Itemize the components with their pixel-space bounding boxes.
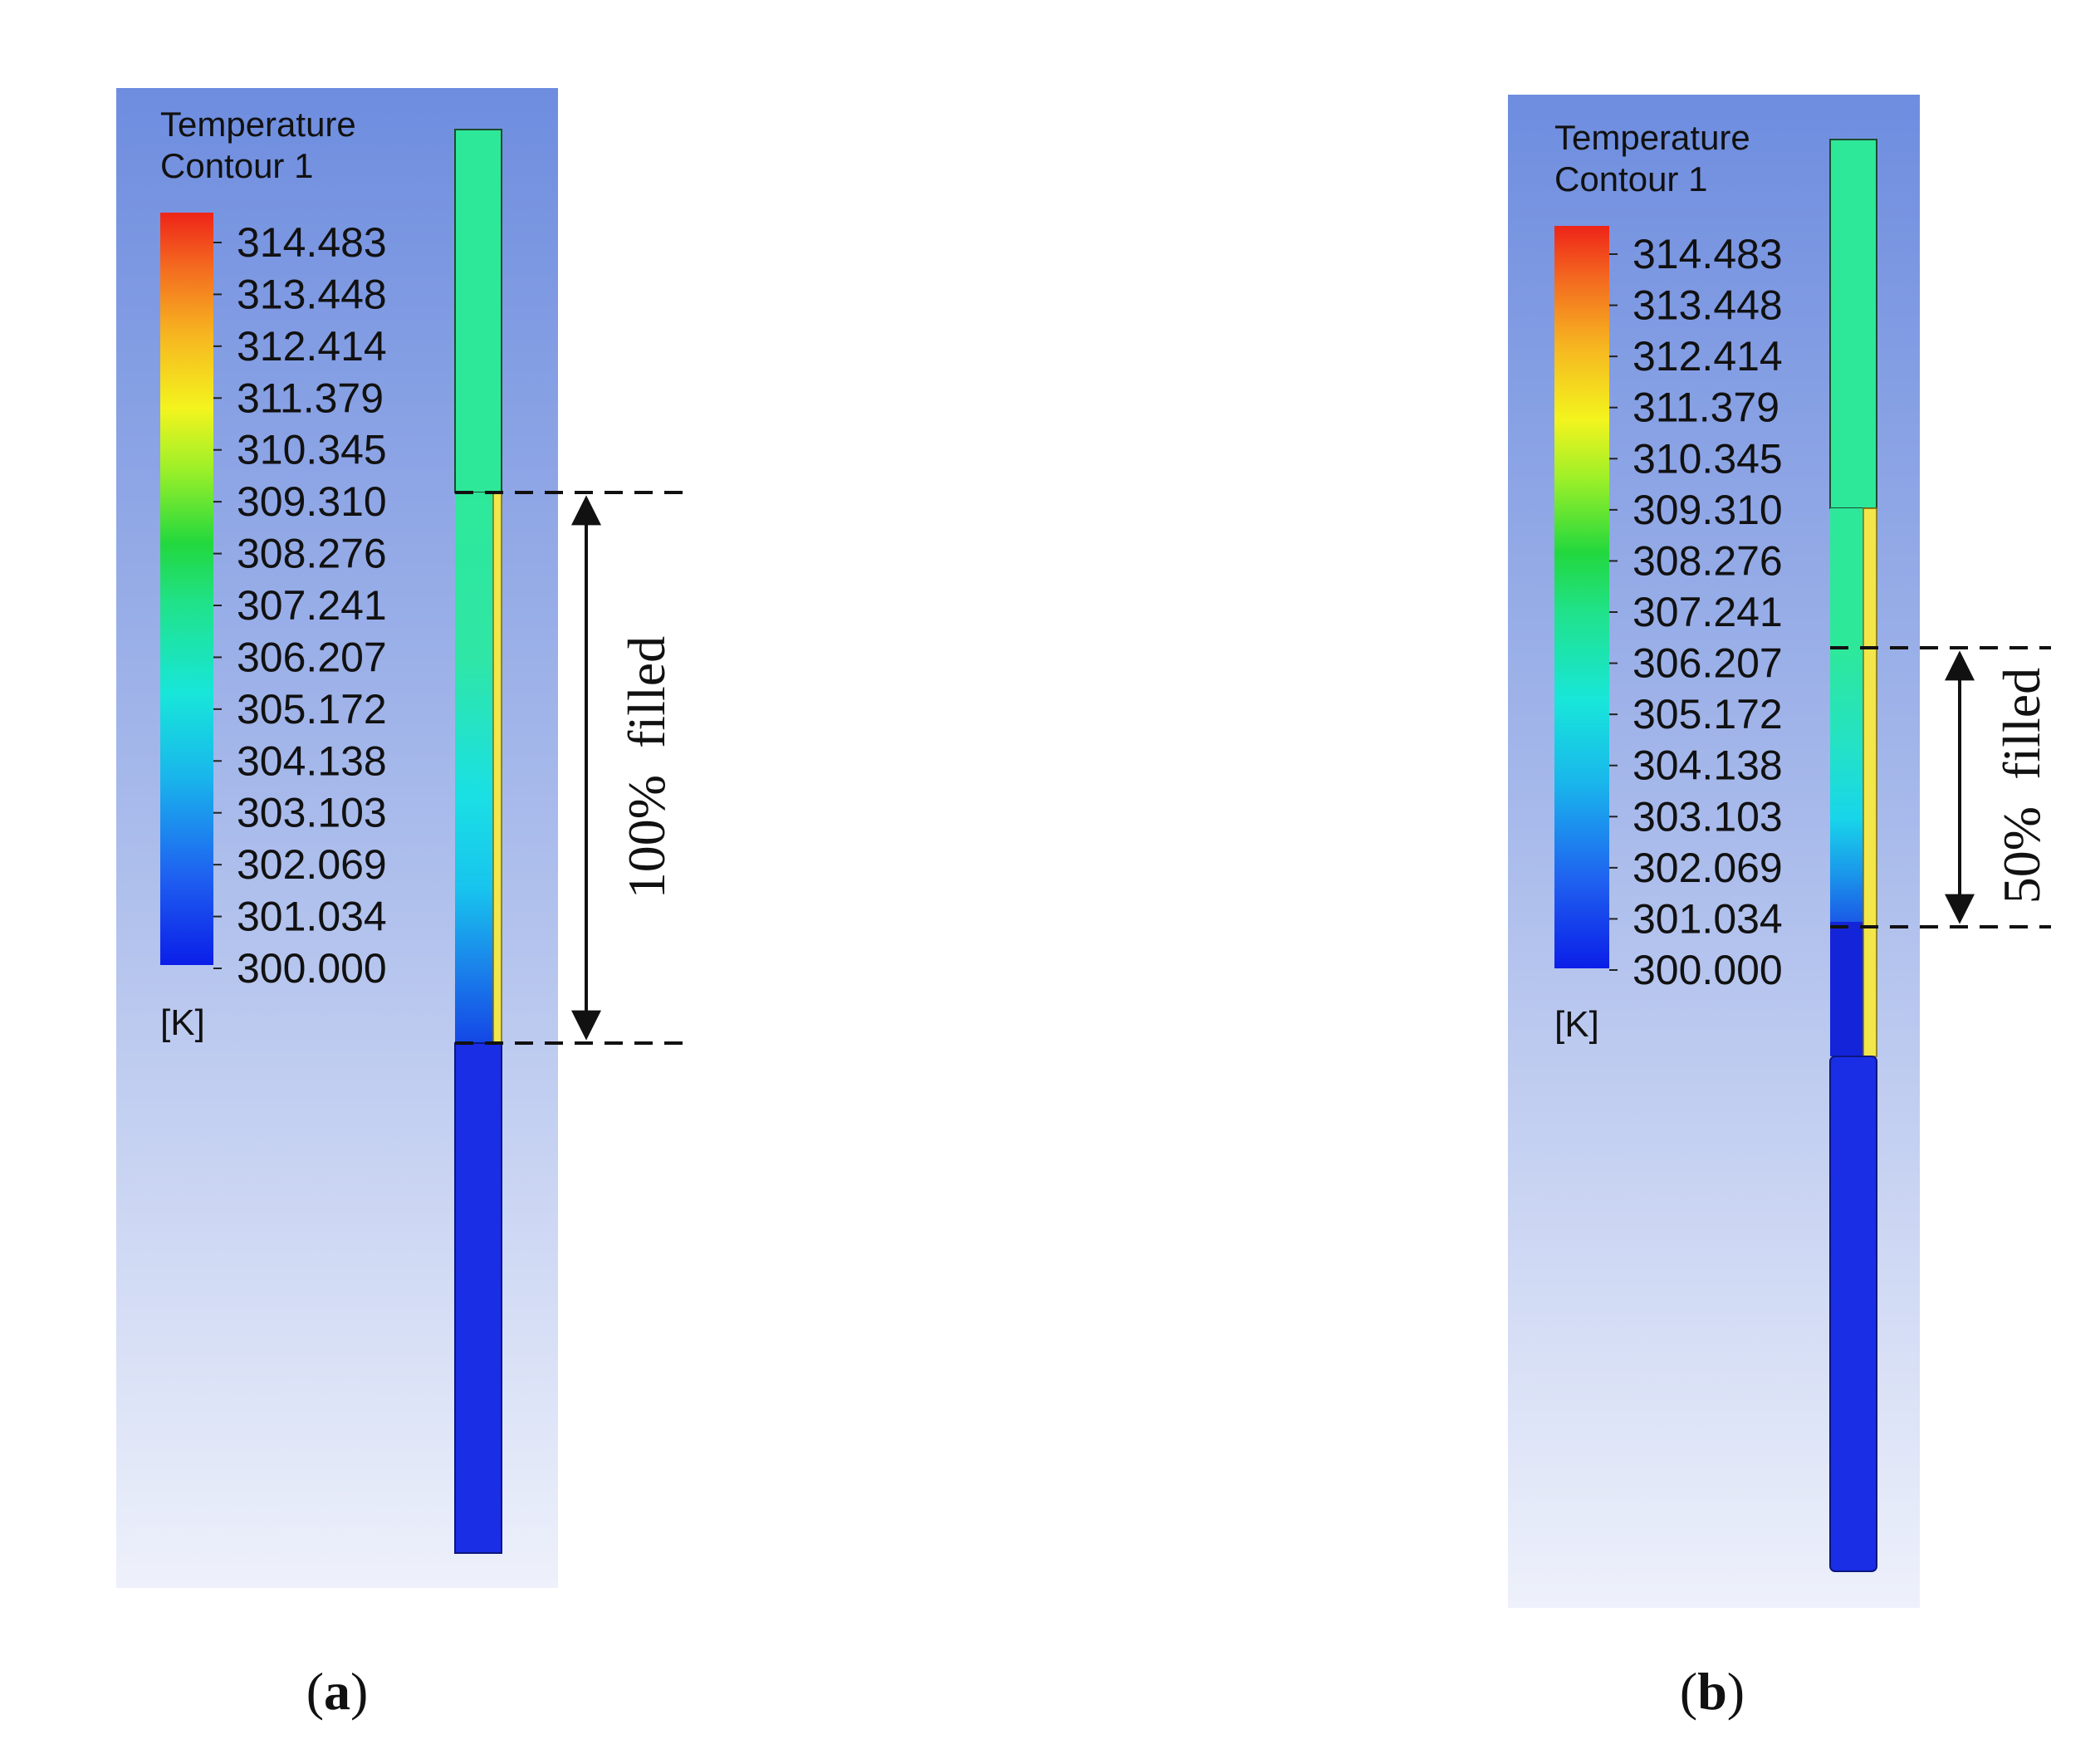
panel-b-ramp-ticks (1609, 253, 1618, 971)
panel-a-ramp-labels: 314.483 313.448 312.414 311.379 310.345 309.3… (237, 219, 387, 992)
ramp-label: 312.414 (237, 323, 387, 370)
ramp-label: 311.379 (1633, 385, 1779, 431)
panel-b: Temperature Contour 1 314.483 313.448312.… (1508, 95, 2051, 1721)
panel-a-color-ramp (160, 213, 213, 965)
panel-a-ramp-ticks (213, 242, 222, 969)
panel-a-legend-title-1: Temperature (160, 105, 356, 144)
ramp-label: 303.103 (237, 790, 387, 836)
panel-b-tube-filled (1830, 648, 1863, 922)
panel-b-tube-wall (1863, 507, 1877, 1057)
ramp-label: 306.207 (237, 634, 387, 680)
panel-b-color-ramp (1554, 226, 1609, 968)
ramp-label: 306.207 (1633, 640, 1783, 687)
ramp-label: 304.138 (1633, 742, 1783, 789)
ramp-label: 313.448 (237, 271, 387, 317)
panel-a: Temperature Contour 1 314.483 313.448 312.… (116, 88, 688, 1721)
panel-b-tube-mid (1830, 508, 1863, 648)
ramp-label: 307.241 (1633, 589, 1783, 635)
ramp-label: 313.448 (1633, 282, 1783, 329)
ramp-label: 300.000 (1633, 947, 1783, 993)
ramp-label: 310.345 (237, 427, 387, 473)
ramp-label: 309.310 (1633, 487, 1783, 533)
ramp-label: 308.276 (1633, 537, 1783, 584)
panel-b-tube-upper (1829, 139, 1877, 509)
ramp-label: 312.414 (1633, 333, 1783, 380)
ramp-label: 304.138 (237, 737, 387, 784)
panel-a-tube-wall (492, 492, 502, 1044)
ramp-label: 309.310 (237, 478, 387, 525)
panel-a-unit-label: [K] (160, 1002, 205, 1043)
panel-b-tube-lower (1829, 1056, 1877, 1572)
ramp-label: 311.379 (237, 375, 384, 421)
panel-b-caption: (b) (1680, 1662, 1745, 1721)
panel-a-tube-filled (455, 492, 494, 1043)
panel-b-legend-title-2: Contour 1 (1554, 159, 1707, 198)
ramp-label: 301.034 (1633, 895, 1783, 942)
panel-b-unit-label: [K] (1554, 1004, 1599, 1045)
ramp-label: 308.276 (237, 531, 387, 577)
ramp-label: 302.069 (1633, 845, 1783, 891)
panel-a-legend-title-2: Contour 1 (160, 146, 313, 185)
ramp-label: 303.103 (1633, 793, 1783, 840)
ramp-label: 305.172 (1633, 691, 1783, 737)
panel-a-tube-lower (454, 1042, 502, 1554)
ramp-label: 314.483 (237, 219, 387, 266)
ramp-label: 300.000 (237, 945, 387, 992)
panel-a-fill-label: 100% filled (617, 636, 676, 899)
ramp-label: 301.034 (237, 894, 387, 940)
ramp-label: 302.069 (237, 841, 387, 888)
panel-b-legend-title-1: Temperature (1554, 118, 1750, 157)
ramp-label: 310.345 (1633, 435, 1783, 482)
panel-a-tube-upper (454, 129, 502, 493)
ramp-label: 305.172 (237, 686, 387, 732)
ramp-label: 314.483 (1633, 231, 1783, 277)
panel-b-fill-label: 50% filled (1992, 668, 2051, 904)
ramp-label: 307.241 (237, 582, 387, 629)
panel-b-tube-cold-core (1830, 922, 1863, 1056)
panel-a-caption: (a) (306, 1662, 369, 1721)
